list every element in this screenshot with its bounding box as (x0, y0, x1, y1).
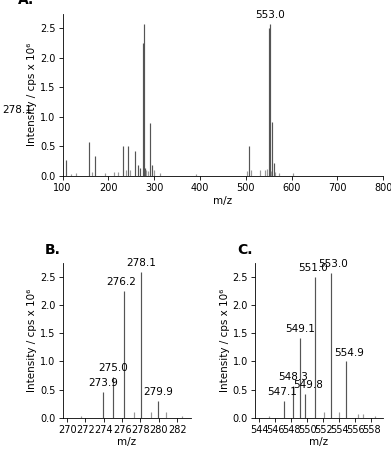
X-axis label: m/z: m/z (213, 196, 232, 206)
Text: 275.0: 275.0 (98, 363, 128, 373)
Text: 273.9: 273.9 (88, 379, 118, 389)
Text: 551.0: 551.0 (298, 263, 328, 273)
Text: 549.1: 549.1 (285, 324, 315, 334)
X-axis label: m/z: m/z (310, 437, 328, 447)
Text: 276.2: 276.2 (106, 277, 136, 287)
Y-axis label: Intensity / cps x 10⁶: Intensity / cps x 10⁶ (27, 289, 37, 392)
Text: 278.1: 278.1 (2, 104, 32, 114)
Y-axis label: Intensity / cps x 10⁶: Intensity / cps x 10⁶ (220, 289, 230, 392)
Text: C.: C. (237, 243, 253, 257)
Text: 279.9: 279.9 (143, 387, 173, 397)
Text: 554.9: 554.9 (334, 347, 364, 358)
Text: 547.1: 547.1 (267, 387, 297, 397)
Text: A.: A. (18, 0, 34, 7)
Text: 278.1: 278.1 (126, 257, 156, 267)
Text: B.: B. (45, 243, 61, 257)
Text: 553.0: 553.0 (319, 259, 348, 269)
Text: 548.3: 548.3 (278, 372, 308, 382)
Text: 549.8: 549.8 (293, 380, 323, 390)
Y-axis label: Intensity / cps x 10⁶: Intensity / cps x 10⁶ (27, 43, 37, 147)
X-axis label: m/z: m/z (117, 437, 136, 447)
Text: 553.0: 553.0 (255, 10, 285, 20)
